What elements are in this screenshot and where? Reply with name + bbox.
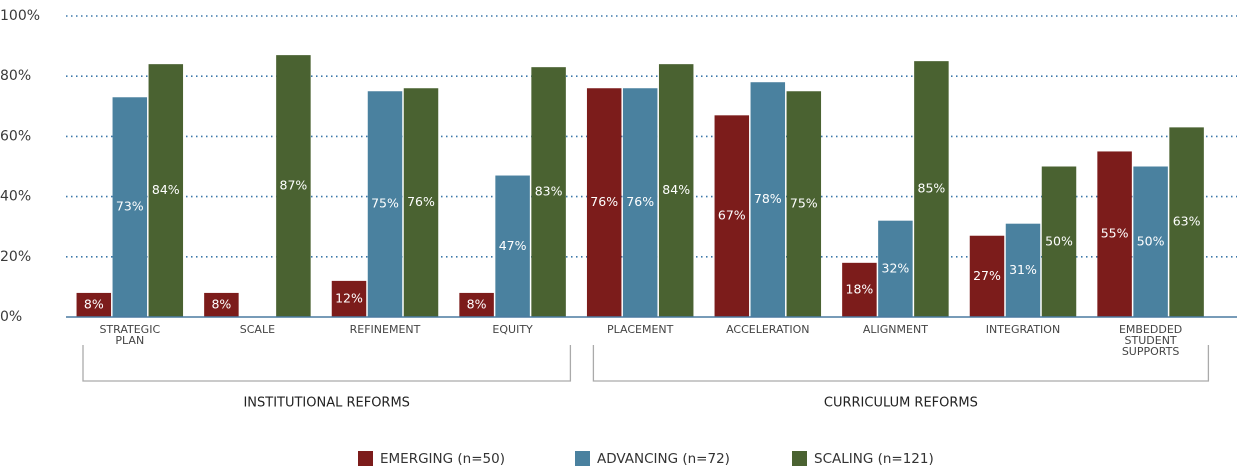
- value-label: 87%: [280, 178, 308, 193]
- value-label: 31%: [1009, 262, 1037, 277]
- legend-label: ADVANCING (n=72): [597, 451, 730, 467]
- x-tick-label: ALIGNMENT: [863, 323, 928, 336]
- x-tick-label: EQUITY: [492, 323, 533, 336]
- value-label: 84%: [662, 182, 690, 197]
- value-label: 75%: [790, 196, 818, 211]
- value-label: 63%: [1173, 214, 1201, 229]
- bar: [331, 280, 367, 317]
- value-label: 8%: [84, 296, 104, 311]
- value-label: 8%: [467, 296, 487, 311]
- bar: [204, 292, 239, 317]
- group-label: CURRICULUM REFORMS: [824, 396, 978, 411]
- bar: [367, 91, 403, 317]
- value-label: 73%: [116, 199, 144, 214]
- bar: [276, 55, 311, 317]
- value-label: 55%: [1101, 226, 1129, 241]
- bar: [786, 91, 822, 317]
- y-tick-label: 80%: [0, 68, 31, 84]
- x-tick-label: ACCELERATION: [726, 323, 809, 336]
- value-label: 76%: [626, 194, 654, 209]
- legend-swatch: [358, 451, 373, 466]
- bar: [112, 97, 148, 318]
- value-label: 47%: [499, 238, 527, 253]
- x-tick-label: SCALE: [240, 323, 275, 336]
- value-label: 78%: [754, 191, 782, 206]
- legend-label: SCALING (n=121): [814, 451, 934, 467]
- bar: [459, 292, 494, 317]
- bar: [914, 61, 949, 318]
- value-label: 67%: [718, 208, 746, 223]
- x-tick-label: PLACEMENT: [607, 323, 674, 336]
- bar: [531, 67, 566, 317]
- value-label: 27%: [973, 268, 1001, 283]
- value-label: 8%: [211, 296, 231, 311]
- bar: [969, 235, 1005, 317]
- bar: [148, 64, 184, 317]
- value-label: 76%: [590, 194, 618, 209]
- bar: [1133, 166, 1168, 317]
- bar: [1169, 127, 1204, 318]
- x-tick-label: REFINEMENT: [350, 323, 421, 336]
- value-label: 75%: [371, 196, 399, 211]
- value-label: 76%: [407, 194, 435, 209]
- x-tick-label: STRATEGIC PLAN: [99, 323, 160, 347]
- y-tick-label: 20%: [0, 249, 31, 265]
- value-label: 50%: [1045, 233, 1073, 248]
- group-bracket: [592, 345, 1210, 382]
- bar: [586, 88, 622, 318]
- bar: [1041, 166, 1077, 317]
- value-label: 83%: [535, 184, 563, 199]
- group-label: INSTITUTIONAL REFORMS: [243, 396, 410, 411]
- bar: [842, 262, 877, 317]
- bar: [714, 115, 750, 317]
- bar: [1097, 151, 1132, 317]
- y-tick-label: 0%: [0, 309, 22, 325]
- bar: [495, 175, 530, 317]
- x-tick-label: INTEGRATION: [986, 323, 1060, 336]
- value-label: 85%: [918, 181, 946, 196]
- group-bracket: [82, 345, 572, 382]
- bar: [403, 88, 439, 318]
- bar: [878, 220, 913, 317]
- y-tick-label: 40%: [0, 189, 31, 205]
- value-label: 12%: [335, 290, 363, 305]
- x-tick-label: EMBEDDED STUDENT SUPPORTS: [1119, 323, 1182, 358]
- bar: [750, 82, 786, 317]
- bar: [76, 292, 112, 317]
- legend-swatch: [575, 451, 590, 466]
- y-tick-label: 100%: [0, 8, 40, 24]
- value-label: 18%: [846, 281, 874, 296]
- value-label: 50%: [1137, 233, 1165, 248]
- legend-swatch: [792, 451, 807, 466]
- value-label: 84%: [152, 182, 180, 197]
- legend-label: EMERGING (n=50): [380, 451, 505, 467]
- bar: [622, 88, 658, 318]
- bar: [658, 64, 694, 317]
- y-tick-label: 60%: [0, 128, 31, 144]
- bar: [1005, 223, 1041, 317]
- value-label: 32%: [882, 260, 910, 275]
